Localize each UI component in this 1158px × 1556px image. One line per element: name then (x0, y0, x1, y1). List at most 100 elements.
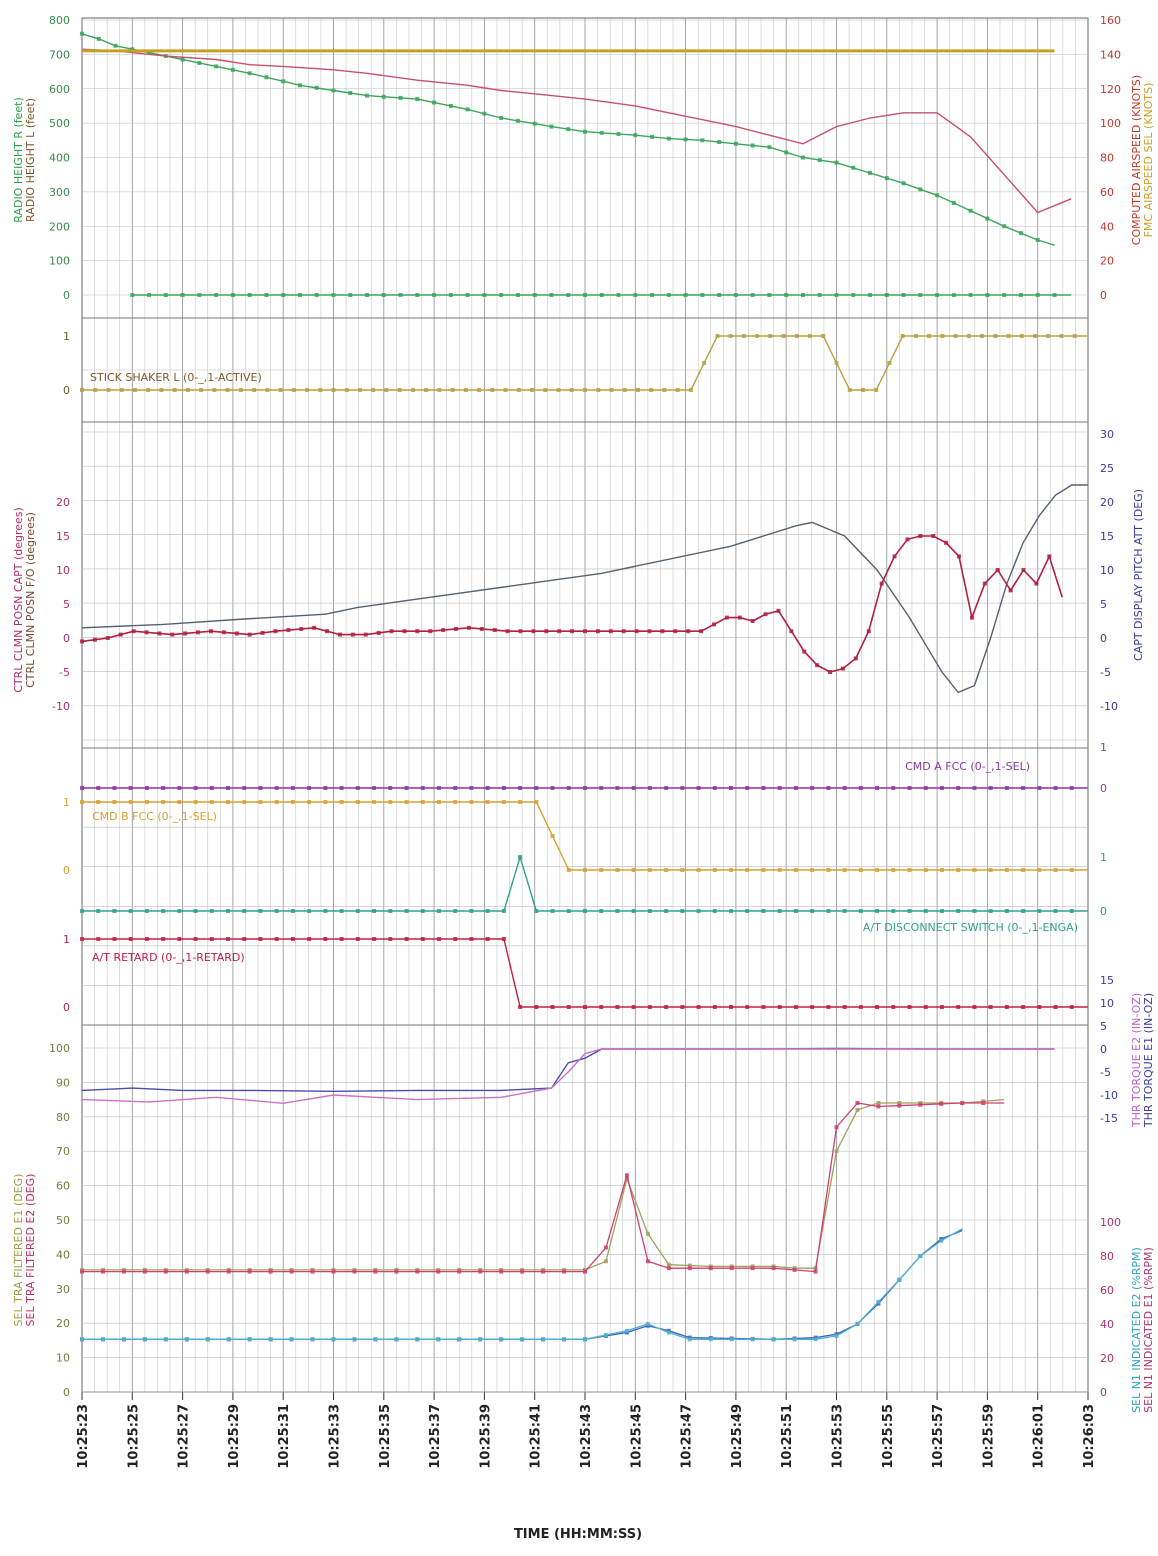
series-ctrl-clmn-point (776, 608, 781, 613)
series-sel-tra-filtered-e2-deg--point (541, 1269, 546, 1274)
series-radio-height-l-feet--point (432, 293, 437, 297)
series-cmd-b-fcc-0-1-sel--point (226, 800, 231, 804)
y-tick-label-left: 1 (63, 330, 70, 343)
series-stick-shaker-point (516, 388, 521, 392)
series-a-t-retard-0-1-retard--point (80, 937, 84, 941)
series-thr-torque-e1-in-oz- (81, 1047, 1055, 1093)
series-radio-height-l-feet--point (365, 293, 370, 297)
y-axis-label-left: CTRL CLMN POSN F/O (degrees) (24, 512, 37, 688)
series-sel-tra-filtered-e2-deg--point (205, 1269, 210, 1274)
series-cmd-b-fcc-0-1-sel--point (80, 800, 84, 804)
x-tick-label: 10:25:25 (126, 1404, 141, 1469)
series-sel-n1-indicated-e2-rpm--point (520, 1337, 525, 1342)
series-a-t-retard-0-1-retard--point (664, 1005, 669, 1009)
series-a-t-retard-0-1-retard--point (680, 1005, 685, 1009)
series-ctrl-clmn-point (531, 629, 536, 634)
series-sel-n1-indicated-e2-rpm--point (184, 1337, 189, 1342)
series-a-t-retard-0-1-retard--point (647, 1005, 652, 1009)
series-cmd-b-fcc-0-1-sel--point (664, 868, 669, 872)
series-a-t-disconnect-switch-0-1-enga--point (826, 909, 831, 913)
series-stick-shaker-point (834, 361, 839, 365)
series-stick-shaker-point (741, 334, 746, 338)
series-sel-tra-filtered-e1-deg--point (603, 1259, 608, 1264)
series-a-t-disconnect-switch-0-1-enga--point (615, 909, 620, 913)
series-a-t-disconnect-switch-0-1-enga--point (242, 909, 247, 913)
series-sel-n1-indicated-e2-rpm--point (939, 1238, 944, 1243)
y-tick-label-left: 400 (49, 152, 70, 165)
series-ctrl-clmn-point (286, 628, 291, 633)
series-sel-n1-indicated-e2-rpm--point (142, 1337, 147, 1342)
series-ctrl-clmn-point (647, 629, 652, 634)
series-sel-n1-indicated-e2-rpm--point (562, 1337, 567, 1342)
series-cmd-b-fcc-0-1-sel--point (534, 800, 539, 804)
series-a-t-disconnect-switch-0-1-enga--point (258, 909, 263, 913)
series-radio-height-l-feet--point (616, 293, 621, 297)
series-ctrl-clmn-point (208, 629, 213, 634)
series-stick-shaker-point (913, 334, 918, 338)
series-sel-tra-filtered-e2-deg--point (226, 1269, 231, 1274)
series-ctrl-clmn-point (221, 630, 226, 635)
series-sel-n1-indicated-e2-rpm--point (163, 1337, 168, 1342)
y-tick-label-left: 20 (56, 496, 70, 509)
series-sel-tra-filtered-e2-deg--point (100, 1269, 105, 1274)
series-a-t-retard-0-1-retard--point (323, 937, 328, 941)
y-tick-label-left: 0 (63, 384, 70, 397)
series-sel-tra-filtered-e2-deg--point (624, 1173, 629, 1178)
series-sel-n1-indicated-e2-rpm--point (708, 1337, 713, 1342)
y-tick-label-left: 0 (63, 1001, 70, 1014)
series-cmd-a-fcc-0-1-sel--point (290, 786, 295, 790)
series-stick-shaker-point (940, 334, 945, 338)
series-sel-n1-indicated-e2-rpm--point (457, 1337, 462, 1342)
series-a-t-retard-0-1-retard--point (712, 1005, 717, 1009)
series-radio-height-l-feet--point (683, 293, 688, 297)
y-tick-label-right: 0 (1100, 782, 1107, 795)
series-cmd-a-fcc-0-1-sel--point (761, 786, 766, 790)
series-a-t-disconnect-switch-0-1-enga--point (988, 909, 993, 913)
series-a-t-disconnect-switch-0-1-enga--point (112, 909, 117, 913)
series-sel-tra-filtered-e2-deg--point (436, 1269, 441, 1274)
series-cmd-b-fcc-0-1-sel--point (161, 800, 166, 804)
series-radio-height-r-feet--point (599, 130, 604, 135)
y-axis-label-left: SEL TRA FILTERED E2 (DEG) (24, 1174, 37, 1327)
series-cmd-b-fcc-0-1-sel--point (258, 800, 263, 804)
series-cmd-a-fcc-0-1-sel--point (858, 786, 863, 790)
series-radio-height-r-feet--point (532, 121, 537, 126)
series-a-t-retard-0-1-retard--point (793, 1005, 798, 1009)
series-stick-shaker-point (185, 388, 190, 392)
series-cmd-b-fcc-0-1-sel--point (631, 868, 636, 872)
series-stick-shaker-point (622, 388, 627, 392)
y-axis-label-n1: SEL N1 INDICATED E1 (%RPM) (1142, 1247, 1155, 1413)
y-axis-label-left: CTRL CLMN POSN CAPT (degrees) (12, 507, 25, 693)
series-ctrl-clmn-point (118, 632, 123, 637)
series-cmd-b-fcc-0-1-sel--point (485, 800, 490, 804)
series-stick-shaker-point (238, 388, 243, 392)
y-tick-label-torque: 15 (1100, 974, 1114, 987)
series-radio-height-r-feet--point (180, 57, 185, 62)
series-sel-n1-indicated-e2-rpm--point (436, 1337, 441, 1342)
series-cmd-b-fcc-0-1-sel--point (712, 868, 717, 872)
series-radio-height-r-feet--point (214, 64, 219, 69)
series-stick-shaker-point (357, 388, 362, 392)
series-stick-shaker-point (265, 388, 270, 392)
series-sel-tra-filtered-e2-deg--point (80, 1269, 84, 1274)
y-tick-label-left: 100 (49, 1042, 70, 1055)
series-radio-height-l-feet--point (348, 293, 353, 297)
series-radio-height-l-feet--point (1018, 293, 1023, 297)
y-axis-label-right: CAPT DISPLAY PITCH ATT (DEG) (1132, 489, 1145, 661)
series-stick-shaker-point (702, 361, 707, 365)
series-sel-n1-indicated-e2-rpm--point (750, 1337, 755, 1342)
series-ctrl-clmn-point (750, 619, 755, 623)
series-a-t-disconnect-switch-0-1-enga--point (1069, 909, 1074, 913)
series-a-t-retard-0-1-retard--point (988, 1005, 993, 1009)
series-cmd-a-fcc-0-1-sel--point (956, 786, 961, 790)
series-a-t-retard-0-1-retard--point (826, 1005, 831, 1009)
series-sel-n1-indicated-e2-rpm--point (80, 1337, 84, 1342)
series-stick-shaker-point (1072, 334, 1077, 338)
series-cmd-a-fcc-0-1-sel--point (1004, 786, 1009, 790)
series-radio-height-r-feet--point (515, 118, 520, 123)
series-sel-tra-filtered-e2-deg--point (771, 1266, 776, 1271)
series-radio-height-r-feet--point (784, 150, 789, 155)
y-tick-label-right: 160 (1100, 14, 1121, 27)
series-radio-height-r-feet--point (499, 115, 504, 120)
series-a-t-retard-0-1-retard--point (307, 937, 312, 941)
